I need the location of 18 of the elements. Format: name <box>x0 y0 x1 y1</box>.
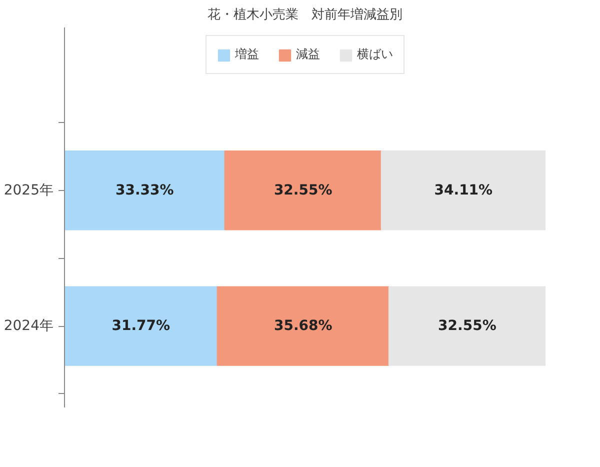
data-label: 32.55% <box>274 182 332 198</box>
legend-label: 増益 <box>235 46 259 63</box>
chart-title: 花・植木小売業 対前年増減益別 <box>208 6 402 22</box>
y-tick-label: 2024年 <box>4 318 54 334</box>
bar <box>64 286 218 366</box>
bar <box>388 286 546 366</box>
bar <box>64 150 226 230</box>
data-label: 35.68% <box>274 318 332 334</box>
data-label: 31.77% <box>112 318 170 334</box>
data-label: 34.11% <box>434 182 493 198</box>
data-label: 32.55% <box>438 318 496 334</box>
bar <box>224 150 382 230</box>
legend-label: 横ばい <box>357 46 393 63</box>
y-tick-label: 2025年 <box>4 182 54 198</box>
bar <box>380 150 546 230</box>
data-label: 33.33% <box>116 182 174 198</box>
bar <box>216 286 390 366</box>
legend-label: 減益 <box>296 46 320 63</box>
